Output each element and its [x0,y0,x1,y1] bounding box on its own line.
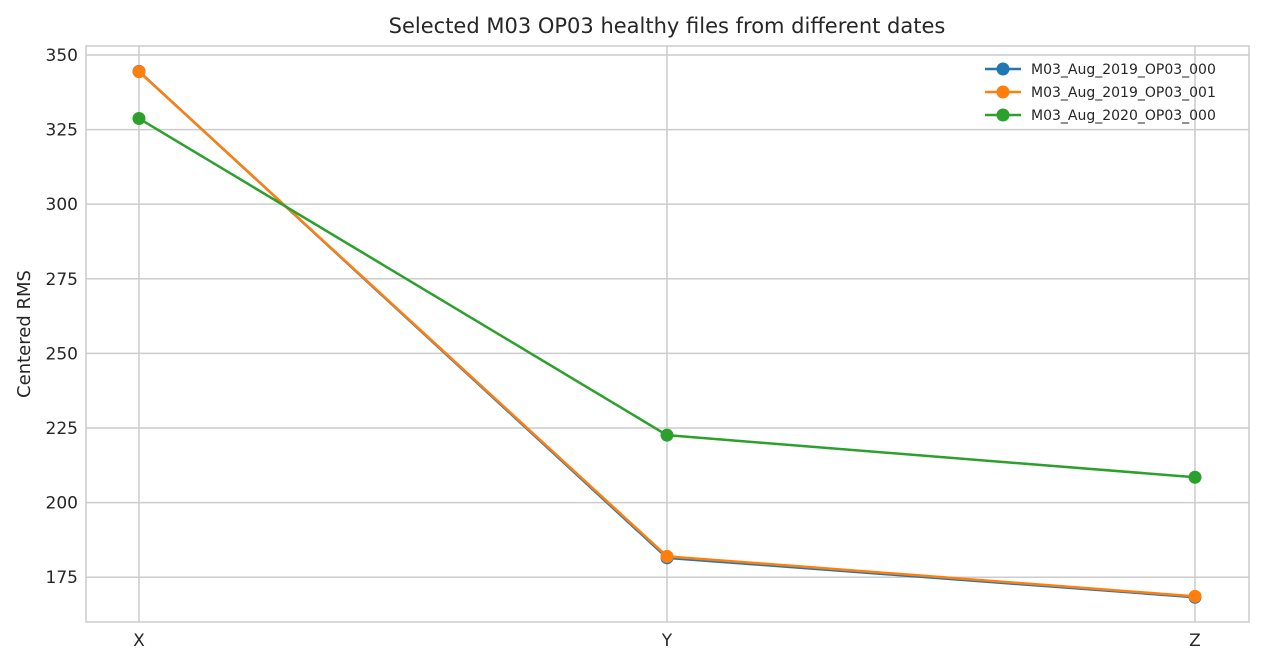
y-tick-label: 200 [46,494,78,514]
legend: M03_Aug_2019_OP03_000 M03_Aug_2019_OP03_0… [985,62,1216,124]
data-point [132,65,146,79]
axis-ticks: 175 200 225 250 275 300 325 350 X Y Z [46,46,1201,651]
legend-swatch-marker [996,108,1010,122]
legend-item: M03_Aug_2019_OP03_001 [985,85,1216,101]
series-group [132,112,1202,484]
y-tick-label: 275 [46,270,78,290]
y-tick-label: 350 [46,46,78,66]
legend-item: M03_Aug_2020_OP03_000 [985,108,1216,124]
y-tick-label: 225 [46,419,78,439]
plot-frame [85,45,1250,623]
data-point [132,112,146,126]
data-point [660,549,674,563]
series-lines [132,64,1202,604]
data-point [1188,470,1202,484]
legend-label: M03_Aug_2020_OP03_000 [1031,108,1216,124]
legend-label: M03_Aug_2019_OP03_001 [1031,85,1216,101]
y-axis-label: Centered RMS [14,270,35,398]
legend-swatch-marker [996,85,1010,99]
data-point [660,428,674,442]
legend-item: M03_Aug_2019_OP03_000 [985,62,1216,78]
y-tick-label: 300 [46,195,78,215]
legend-label: M03_Aug_2019_OP03_000 [1031,62,1216,78]
chart-title: Selected M03 OP03 healthy files from dif… [389,14,946,38]
x-tick-label: X [133,631,145,651]
grid [86,46,1249,622]
data-point [1188,589,1202,603]
x-tick-label: Y [661,631,673,651]
y-tick-label: 325 [46,121,78,141]
series-group [132,65,1202,603]
y-tick-label: 250 [46,344,78,364]
legend-swatch-marker [996,62,1010,76]
y-tick-label: 175 [46,568,78,588]
x-tick-label: Z [1189,631,1201,651]
